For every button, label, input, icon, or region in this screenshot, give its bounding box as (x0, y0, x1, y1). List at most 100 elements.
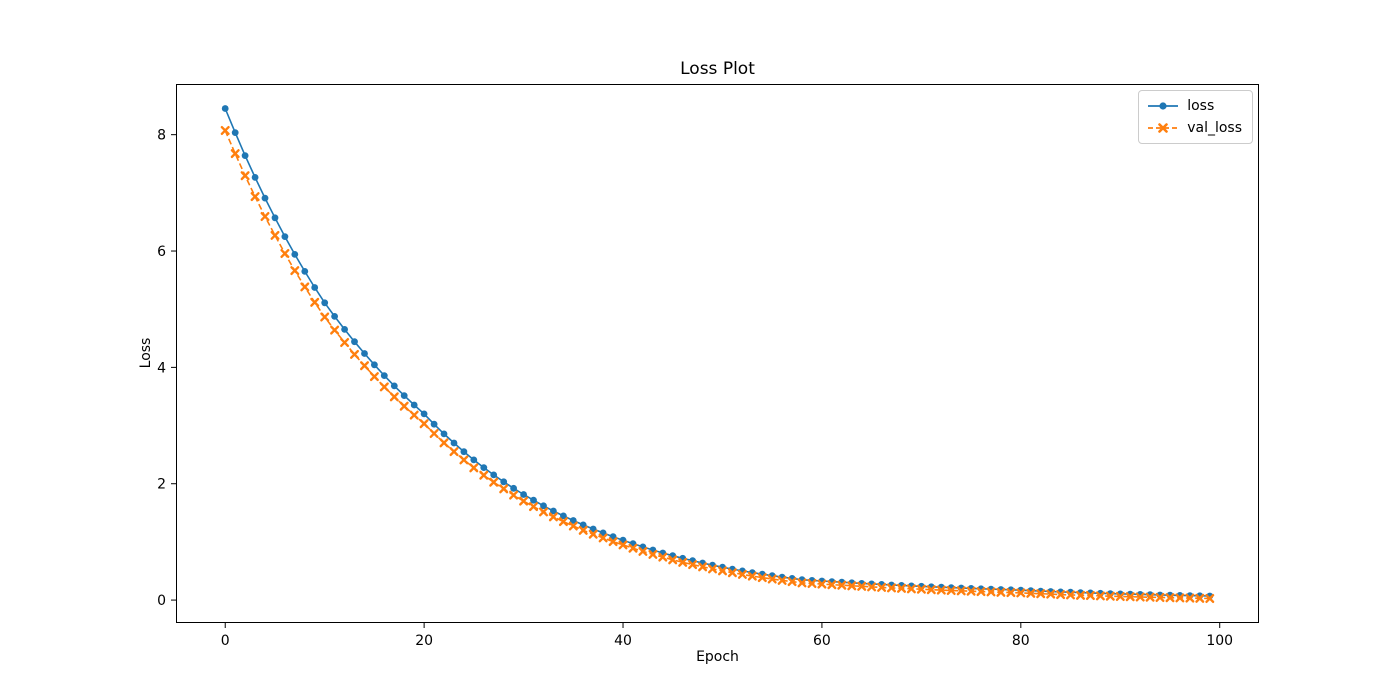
data-point (727, 568, 737, 578)
data-point (1066, 590, 1075, 600)
data-point (897, 583, 906, 593)
data-point (1195, 593, 1205, 603)
data-point (410, 401, 418, 409)
legend: loss val_loss (1138, 90, 1253, 144)
data-point (558, 517, 568, 527)
data-point (550, 507, 557, 515)
data-point (350, 349, 359, 359)
loss-series (221, 105, 1214, 600)
x-tick-label: 20 (415, 633, 433, 649)
data-point (331, 313, 338, 320)
data-point (290, 266, 300, 276)
data-point (400, 392, 408, 399)
data-point (240, 171, 250, 181)
data-point (986, 587, 996, 597)
data-point (490, 471, 498, 479)
x-tick-label: 100 (1206, 633, 1233, 649)
data-point (1185, 593, 1195, 603)
data-point (1026, 588, 1036, 598)
data-point (540, 502, 547, 510)
data-point (956, 586, 966, 596)
x-tick-label: 80 (1012, 633, 1030, 649)
data-point (460, 448, 468, 456)
data-point (737, 569, 747, 579)
data-point (270, 230, 280, 240)
data-point (936, 585, 946, 595)
data-point (520, 491, 527, 498)
loss-line-marker-icon (1148, 102, 1179, 110)
data-point (1125, 592, 1135, 602)
val_loss-series-markers (220, 126, 1215, 603)
y-tick-label: 8 (157, 128, 166, 144)
data-point (399, 401, 409, 411)
val_loss-series-line (224, 130, 1210, 600)
data-point (1105, 591, 1115, 601)
data-point (340, 338, 350, 347)
data-point (996, 587, 1006, 597)
data-point (469, 463, 479, 473)
data-point (341, 326, 348, 333)
data-point (351, 338, 358, 346)
data-point (500, 478, 508, 486)
data-point (668, 555, 678, 565)
data-point (220, 126, 230, 135)
data-point (817, 579, 827, 589)
val-loss-dashed-x-marker-icon (1148, 123, 1179, 133)
data-point (678, 557, 688, 567)
data-point (560, 512, 567, 520)
data-point (250, 192, 260, 202)
data-point (389, 392, 399, 402)
x-tick-label: 0 (221, 633, 230, 649)
data-point (698, 562, 708, 572)
data-point (489, 477, 499, 487)
data-point (470, 456, 478, 464)
data-point (301, 268, 309, 275)
data-point (827, 580, 837, 590)
x-tick-label: 60 (813, 633, 831, 649)
data-point (311, 284, 319, 291)
data-point (241, 152, 249, 160)
y-tick-label: 6 (157, 244, 166, 260)
y-axis-ticks: 0 2 4 6 8 (157, 128, 176, 609)
y-tick-label: 0 (157, 593, 166, 609)
x-axis-label: Epoch (696, 649, 739, 665)
data-point (230, 149, 240, 159)
data-point (261, 194, 269, 202)
data-point (658, 552, 668, 562)
data-point (260, 212, 270, 221)
data-point (1006, 588, 1016, 598)
data-point (360, 361, 369, 371)
data-point (251, 174, 259, 181)
data-point (747, 571, 757, 581)
data-point (847, 581, 857, 591)
data-point (1085, 591, 1095, 600)
data-point (1155, 593, 1165, 602)
data-point (867, 582, 877, 592)
data-point (379, 382, 389, 392)
data-point (777, 575, 787, 585)
data-point (409, 410, 419, 420)
data-point (291, 251, 299, 258)
data-point (916, 584, 926, 594)
data-point (371, 361, 378, 369)
data-point (648, 549, 658, 559)
data-point (1046, 589, 1056, 599)
data-point (598, 533, 608, 543)
data-point (548, 512, 558, 522)
data-point (966, 586, 976, 596)
data-point (1036, 589, 1046, 599)
data-point (1205, 594, 1215, 603)
data-point (231, 129, 239, 137)
data-point (361, 350, 368, 357)
data-point (787, 577, 797, 587)
data-point (449, 447, 459, 457)
data-point (767, 574, 777, 584)
data-point (459, 455, 469, 465)
data-point (857, 581, 867, 591)
data-point (321, 299, 329, 307)
loss-series-line (224, 108, 1210, 597)
data-point (440, 430, 448, 438)
legend-entry-val-loss: val_loss (1147, 119, 1242, 137)
data-point (430, 420, 438, 428)
axes-spines (176, 84, 1259, 623)
